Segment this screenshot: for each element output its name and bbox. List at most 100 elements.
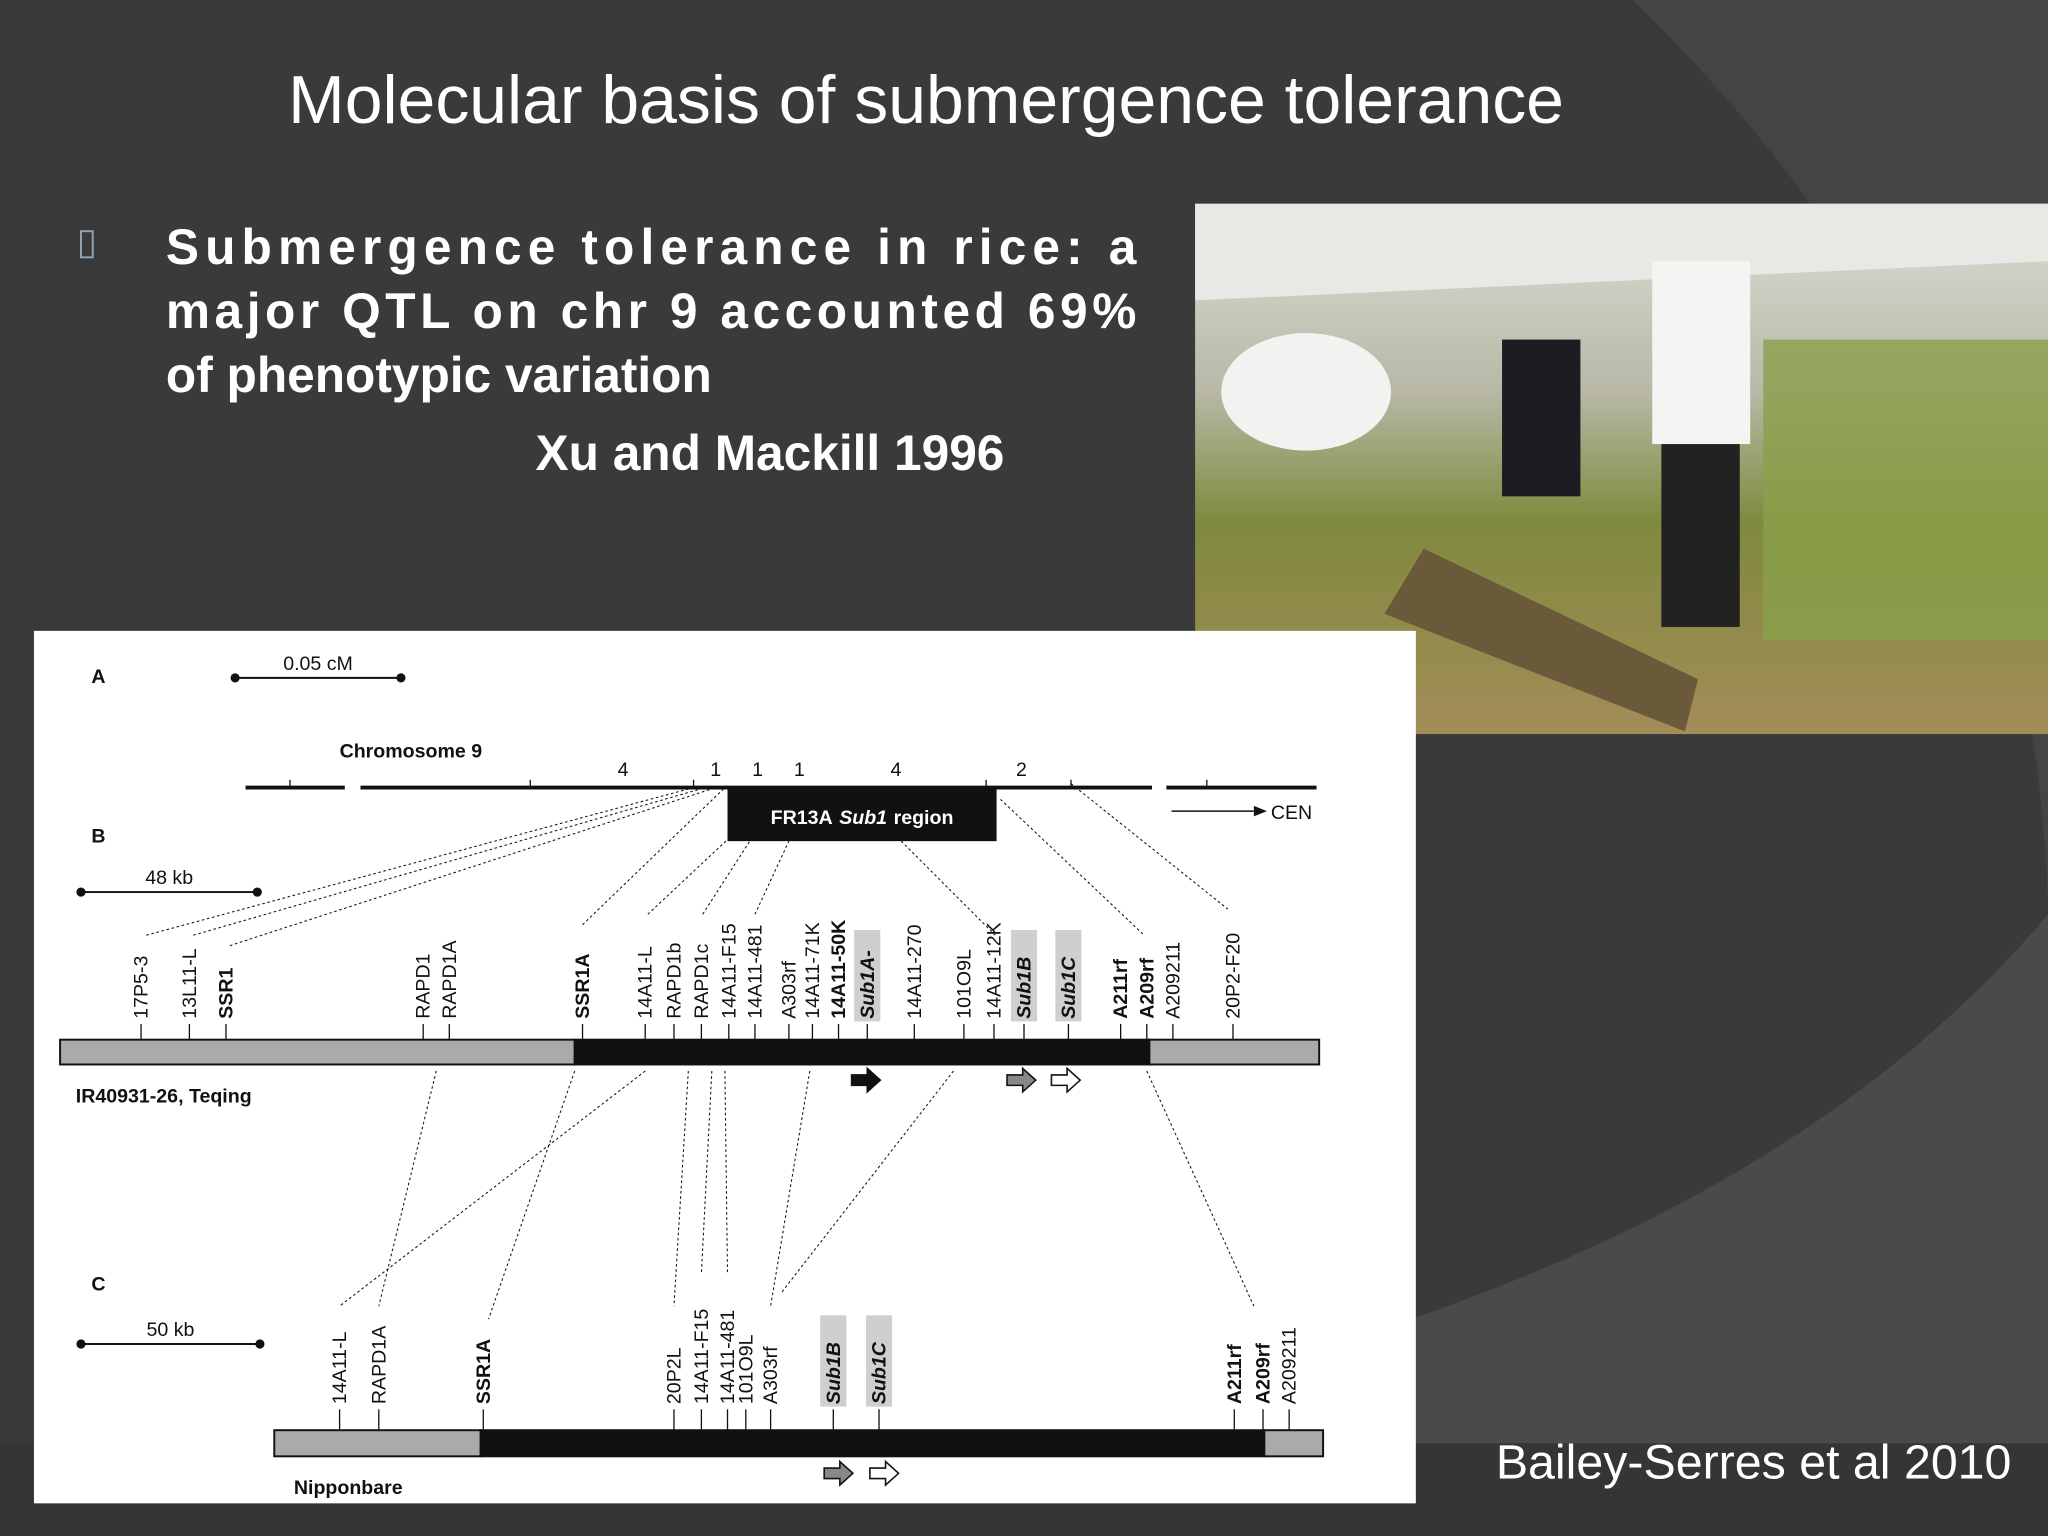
region-label-part: FR13A <box>771 807 833 829</box>
region-box <box>727 788 997 842</box>
scale-end <box>230 673 240 683</box>
marker-label: RAPD1 <box>413 953 435 1018</box>
marker-label: 14A11-L <box>329 1331 351 1404</box>
marker-label: A303rf <box>760 1346 782 1404</box>
connector <box>487 1070 576 1320</box>
marker-label: 17P5-3 <box>131 956 153 1019</box>
connector <box>339 1070 646 1307</box>
source: Bailey-Serres et al 2010 <box>1496 1436 2012 1490</box>
scale-label: 0.05 cM <box>283 653 353 675</box>
recombinant-count: 1 <box>752 759 763 781</box>
marker-label: 20P2L <box>663 1347 685 1404</box>
recombinant-count: 1 <box>794 759 805 781</box>
panel-label: B <box>91 825 105 847</box>
slide-title: Molecular basis of submergence tolerance <box>288 63 1564 138</box>
connector <box>647 835 732 915</box>
connector <box>702 840 751 915</box>
marker-label: 14A11-12K <box>983 922 1005 1019</box>
marker-label: 14A11-481 <box>717 1310 739 1404</box>
bac-bar <box>59 1038 576 1066</box>
marker-label: SSR1 <box>215 968 237 1019</box>
marker-label: 20P2-F20 <box>1223 933 1245 1019</box>
marker-label: SSR1A <box>473 1339 495 1404</box>
bac-bar <box>479 1429 1266 1458</box>
connector <box>1000 798 1145 936</box>
connector <box>378 1070 437 1307</box>
line-label: IR40931-26, Teqing <box>76 1085 252 1107</box>
gene-highlight <box>865 1315 893 1407</box>
photo-plants <box>1763 339 2048 640</box>
citation: Xu and Mackill 1996 <box>536 425 1005 481</box>
gene-arrow <box>869 1459 900 1487</box>
line-label: Nipponbare <box>294 1477 403 1499</box>
marker-label: 13L11-L <box>179 948 201 1019</box>
marker-label: A209rf <box>1136 957 1158 1018</box>
connector <box>1070 783 1229 910</box>
scale-end <box>396 673 406 683</box>
marker-label: 14A11-F15 <box>691 1309 713 1405</box>
marker-label: A211rf <box>1224 1344 1246 1404</box>
connector <box>582 787 726 926</box>
marker-label: A211rf <box>1110 958 1132 1018</box>
panel-label: A <box>91 666 105 688</box>
bullet-line: major QTL on chr 9 accounted 69% <box>166 283 1136 339</box>
photo-person <box>1661 444 1740 627</box>
connector <box>700 1070 713 1274</box>
photo-person <box>1652 261 1751 445</box>
marker-label: SSR1A <box>572 953 594 1018</box>
gene-arrow <box>823 1459 855 1487</box>
region-label-part: Sub1 <box>839 807 887 829</box>
scale-end <box>76 887 86 897</box>
marker-label: 14A11-270 <box>904 924 926 1018</box>
cen-arrowhead <box>1253 805 1267 817</box>
gene-highlight <box>1010 929 1038 1022</box>
scale-end <box>252 887 262 897</box>
marker-label: Sub1C <box>869 1341 891 1404</box>
gene-arrow <box>850 1066 882 1094</box>
marker-label: RAPD1A <box>439 939 461 1018</box>
connector <box>229 787 716 947</box>
bac-bar <box>273 1429 482 1458</box>
marker-label: RAPD1A <box>368 1325 390 1404</box>
marker-label: A209211 <box>1279 1327 1301 1404</box>
connector <box>146 787 694 936</box>
scale-end <box>255 1339 265 1349</box>
marker-label: A303rf <box>778 961 800 1019</box>
marker-label: 14A11-481 <box>744 924 766 1018</box>
recombinant-count: 4 <box>891 759 902 781</box>
bullet-line: Submergence tolerance in rice: a <box>166 219 1137 275</box>
marker-label: RAPD1c <box>691 943 713 1018</box>
marker-label: 14A11-50K <box>828 920 850 1019</box>
connector <box>900 840 996 936</box>
cen-label: CEN <box>1271 802 1312 824</box>
marker-label: A209rf <box>1253 1343 1275 1404</box>
marker-label: A209211 <box>1162 942 1184 1019</box>
chromosome-label: Chromosome 9 <box>340 741 483 763</box>
marker-label: 14A11-L <box>635 946 657 1019</box>
gene-arrow <box>1050 1066 1082 1094</box>
background-arc <box>1410 914 2048 1536</box>
panel-label: C <box>91 1273 105 1295</box>
recombinant-count: 4 <box>618 759 629 781</box>
photo-person <box>1221 333 1392 451</box>
connector <box>724 1071 729 1274</box>
figure: A 0.05 cM Chromosome 9 4 1 1 1 4 2 FR13A Sub1 regio… <box>33 630 1416 1504</box>
photo-tray <box>1384 548 1698 732</box>
marker-label: 101O9L <box>735 1334 757 1404</box>
region-label-part: region <box>894 807 954 829</box>
marker-label: Sub1C <box>1058 956 1080 1019</box>
gene-arrow <box>1006 1066 1037 1094</box>
bullet-icon <box>79 230 94 259</box>
connector <box>770 1070 811 1307</box>
gene-highlight <box>854 929 881 1022</box>
connector <box>1146 1070 1255 1307</box>
marker-label: Sub1B <box>823 1342 845 1404</box>
marker-label: 14A11-F15 <box>718 923 740 1019</box>
photo-roof <box>1195 203 2048 301</box>
marker-label: 14A11-71K <box>802 922 824 1019</box>
gene-highlight <box>1055 929 1082 1022</box>
scale-end <box>76 1339 86 1349</box>
bullet-line: of phenotypic variation <box>166 347 712 403</box>
